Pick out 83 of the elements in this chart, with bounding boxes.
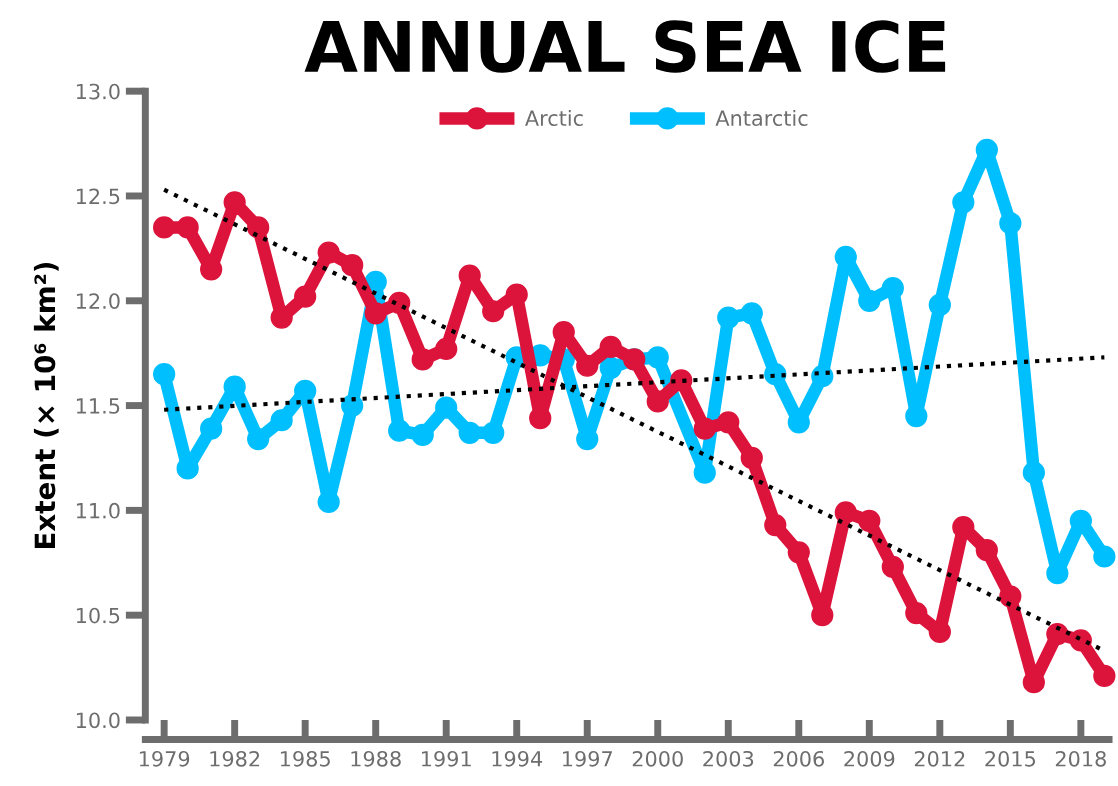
point xyxy=(458,421,481,444)
point xyxy=(740,302,763,325)
x-tick-label: 1988 xyxy=(351,750,401,767)
point xyxy=(740,446,763,470)
point xyxy=(858,509,881,532)
point xyxy=(999,585,1022,608)
point xyxy=(176,216,199,239)
point xyxy=(1069,629,1092,652)
x-tick-label: 1982 xyxy=(210,750,260,767)
point xyxy=(975,539,998,562)
y-axis-title: Extent (× 10⁶ km²) xyxy=(33,262,59,549)
point xyxy=(787,541,810,564)
legend-label: Antarctic xyxy=(715,109,808,127)
point xyxy=(247,216,270,239)
point xyxy=(388,419,411,442)
point xyxy=(811,604,834,627)
x-tick-label: 1985 xyxy=(280,750,330,767)
x-tick-label: 2006 xyxy=(773,750,824,767)
point xyxy=(341,394,364,417)
point xyxy=(952,191,975,214)
point xyxy=(717,306,740,329)
point xyxy=(435,337,458,361)
y-tick-label: 12.0 xyxy=(76,293,120,309)
point xyxy=(670,369,693,392)
point xyxy=(693,417,716,440)
x-tick-label: 2009 xyxy=(844,750,895,767)
x-tick-label: 2000 xyxy=(632,750,683,767)
point xyxy=(1022,461,1045,484)
x-tick-label: 2018 xyxy=(1055,750,1106,767)
chart-title: ANNUAL SEA ICE xyxy=(304,20,946,73)
point xyxy=(881,555,904,579)
point xyxy=(1093,664,1116,688)
point xyxy=(341,254,364,277)
x-tick-label: 1979 xyxy=(139,750,190,767)
x-tick-label: 1997 xyxy=(563,750,612,767)
point xyxy=(153,216,176,239)
x-tick-label: 2012 xyxy=(914,750,965,767)
point xyxy=(576,354,599,377)
point xyxy=(858,289,881,312)
point xyxy=(153,363,176,386)
x-tick-label: 2015 xyxy=(985,750,1036,767)
point xyxy=(270,409,293,432)
point xyxy=(1046,562,1069,585)
x-tick-label: 1991 xyxy=(421,750,471,767)
x-tick-label: 2003 xyxy=(703,750,754,767)
point xyxy=(411,423,434,447)
point xyxy=(1093,545,1116,568)
point xyxy=(411,348,434,371)
point xyxy=(693,461,716,484)
x-tick-label: 1994 xyxy=(492,750,543,767)
point xyxy=(646,390,669,413)
point xyxy=(599,335,622,358)
point xyxy=(834,245,857,268)
point xyxy=(811,365,834,388)
y-tick-label: 10.0 xyxy=(76,712,120,729)
point xyxy=(529,407,552,430)
point xyxy=(928,293,951,317)
y-tick-label: 11.5 xyxy=(76,398,120,414)
point xyxy=(435,396,458,419)
point xyxy=(364,302,387,325)
point xyxy=(317,241,340,264)
point xyxy=(905,601,928,625)
point xyxy=(1022,671,1045,694)
point xyxy=(881,277,904,300)
point xyxy=(1046,622,1069,646)
point xyxy=(599,356,622,379)
point xyxy=(505,283,528,306)
y-tick-label: 13.0 xyxy=(76,83,120,100)
point xyxy=(482,300,505,323)
point xyxy=(999,212,1022,235)
point xyxy=(200,417,223,440)
point xyxy=(247,428,270,451)
point xyxy=(834,501,857,524)
point xyxy=(482,421,505,444)
y-tick-label: 11.0 xyxy=(76,502,120,519)
point xyxy=(717,411,740,434)
legend-label: Arctic xyxy=(525,109,583,127)
point xyxy=(176,457,199,480)
y-tick-label: 10.5 xyxy=(76,607,120,624)
point xyxy=(764,513,787,537)
point xyxy=(294,285,317,308)
y-tick-label: 12.5 xyxy=(76,188,120,205)
point xyxy=(646,346,669,369)
